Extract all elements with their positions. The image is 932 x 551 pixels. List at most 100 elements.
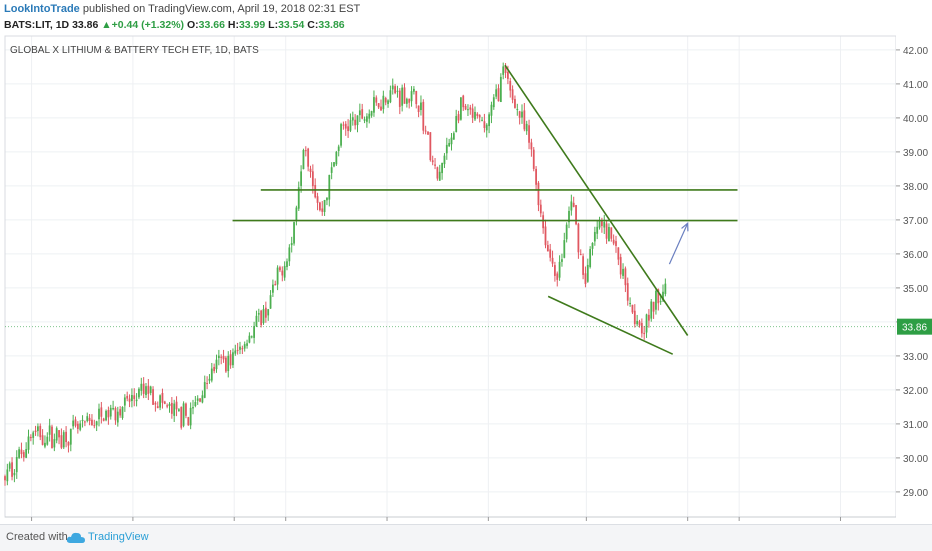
candle-down bbox=[514, 95, 516, 109]
candle-up bbox=[116, 406, 119, 427]
candle-body bbox=[382, 95, 385, 110]
candle-body bbox=[655, 290, 657, 310]
candle-down bbox=[91, 414, 93, 426]
candle-up bbox=[333, 162, 335, 168]
candle-body bbox=[323, 199, 326, 212]
candle-up bbox=[196, 395, 199, 405]
candle-down bbox=[264, 301, 267, 323]
candle-up bbox=[664, 278, 667, 297]
candle-down bbox=[605, 220, 608, 244]
price-axis-bg bbox=[896, 32, 932, 524]
candle-body bbox=[260, 310, 263, 326]
candle-body bbox=[192, 407, 194, 409]
candle-up bbox=[443, 153, 446, 169]
candle-body bbox=[455, 116, 458, 133]
candle-body bbox=[293, 222, 295, 244]
candle-body bbox=[643, 332, 646, 335]
price-axis[interactable]: 29.0030.0031.0032.0033.0034.0035.0036.00… bbox=[896, 32, 932, 524]
candle-down bbox=[612, 234, 615, 246]
published-text: published on TradingView.com, April 19, … bbox=[82, 3, 361, 15]
candle-up bbox=[112, 400, 114, 411]
candle-down bbox=[152, 386, 154, 405]
candle-body bbox=[119, 409, 122, 416]
candle-down bbox=[375, 95, 378, 106]
candle-down bbox=[241, 345, 244, 355]
price-chart[interactable]: 29.0030.0031.0032.0033.0034.0035.0036.00… bbox=[0, 32, 932, 524]
time-tick-label: Jun bbox=[125, 523, 141, 524]
candle-up bbox=[366, 113, 368, 128]
candle-down bbox=[74, 416, 77, 428]
candle-up bbox=[203, 375, 206, 399]
candle-body bbox=[532, 149, 535, 169]
candle-up bbox=[593, 226, 596, 246]
price-tick-label: 33.00 bbox=[903, 352, 928, 363]
candle-body bbox=[556, 273, 559, 280]
candle-up bbox=[189, 402, 192, 430]
candle-down bbox=[342, 121, 345, 130]
candle-up bbox=[596, 220, 599, 240]
candle-up bbox=[276, 265, 279, 291]
trendline[interactable] bbox=[547, 295, 674, 355]
candle-body bbox=[572, 202, 575, 207]
candle-down bbox=[497, 84, 500, 102]
candle-body bbox=[154, 402, 157, 405]
candle-body bbox=[62, 432, 65, 448]
candle-up bbox=[69, 428, 72, 452]
candle-body bbox=[288, 247, 291, 262]
candle-body bbox=[368, 113, 371, 119]
candle-body bbox=[22, 452, 25, 458]
symbol-label: BATS:LIT, 1D bbox=[4, 19, 70, 31]
tradingview-cloud-icon[interactable] bbox=[66, 531, 86, 549]
candle-up bbox=[410, 86, 413, 107]
candle-up bbox=[492, 94, 495, 110]
tradingview-brand[interactable]: TradingView bbox=[88, 531, 149, 543]
candle-body bbox=[657, 289, 660, 304]
candle-body bbox=[342, 124, 345, 126]
candle-body bbox=[253, 326, 255, 338]
candle-body bbox=[518, 111, 521, 118]
candle-up bbox=[302, 148, 305, 170]
candle-up bbox=[420, 95, 422, 116]
candle-down bbox=[311, 164, 314, 194]
candle-up bbox=[37, 423, 39, 437]
candle-body bbox=[91, 419, 93, 426]
candle-up bbox=[243, 341, 246, 352]
candle-up bbox=[32, 430, 35, 445]
candle-up bbox=[448, 138, 451, 148]
candle-body bbox=[236, 349, 239, 351]
candle-body bbox=[361, 109, 364, 119]
candle-down bbox=[476, 112, 479, 119]
candle-body bbox=[311, 171, 314, 187]
candle-body bbox=[290, 243, 293, 246]
trendline[interactable] bbox=[504, 64, 689, 336]
candle-body bbox=[615, 241, 617, 246]
candle-body bbox=[410, 91, 413, 102]
candle-down bbox=[60, 428, 63, 450]
candle-body bbox=[457, 114, 460, 121]
candle-body bbox=[215, 359, 218, 370]
candle-up bbox=[95, 420, 98, 432]
time-axis[interactable]: Apr Jun Aug Sep Nov 2018 Mar May Jun Aug bbox=[5, 516, 896, 524]
candle-body bbox=[316, 196, 319, 203]
candle-body bbox=[591, 242, 594, 249]
candle-body bbox=[170, 402, 173, 414]
candle-up bbox=[27, 429, 30, 454]
open-label: O: bbox=[186, 19, 199, 31]
candle-up bbox=[217, 349, 220, 366]
author-link[interactable]: LookIntoTrade bbox=[4, 3, 80, 15]
candle-up bbox=[382, 90, 385, 114]
candle-body bbox=[481, 119, 483, 121]
candle-up bbox=[234, 344, 237, 356]
candle-body bbox=[391, 85, 394, 90]
candle-body bbox=[243, 344, 246, 349]
candle-body bbox=[575, 205, 577, 225]
candle-down bbox=[41, 429, 44, 446]
low-label: L: bbox=[268, 19, 279, 31]
candle-up bbox=[15, 450, 18, 479]
last-price-label: 33.86 bbox=[902, 323, 927, 334]
candle-body bbox=[380, 106, 382, 111]
candle-body bbox=[79, 423, 82, 430]
open-value: 33.66 bbox=[198, 19, 225, 31]
candle-down bbox=[236, 342, 239, 355]
projection-arrow[interactable] bbox=[668, 223, 689, 265]
